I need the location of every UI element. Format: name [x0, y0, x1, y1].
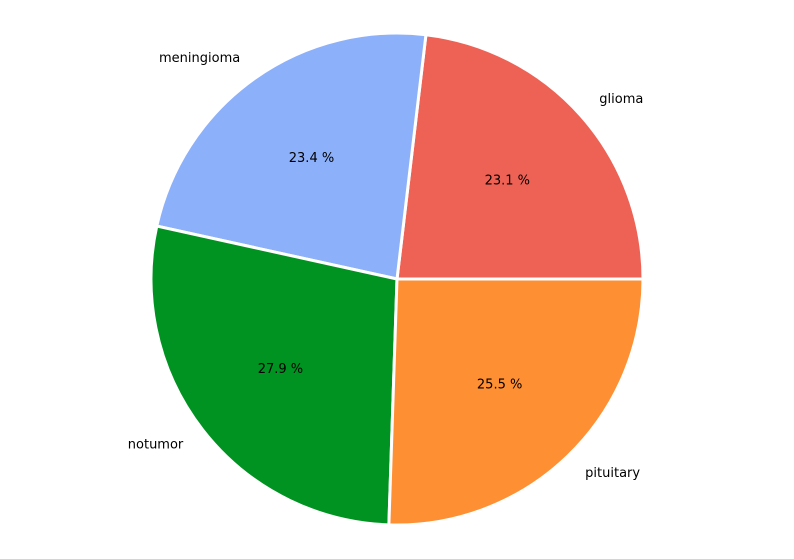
pie-slice-glioma: [395, 33, 645, 281]
slice-percent-glioma: 23.1 %: [485, 173, 530, 188]
pie-slice-pituitary: [387, 277, 645, 527]
slice-percent-pituitary: 25.5 %: [477, 378, 522, 393]
pie-slice-notumor: [149, 224, 399, 527]
slice-percent-notumor: 27.9 %: [258, 362, 303, 377]
slice-label-pituitary: pituitary: [585, 466, 640, 481]
slice-label-meningioma: meningioma: [159, 51, 240, 66]
slice-label-glioma: glioma: [599, 92, 643, 107]
slice-label-notumor: notumor: [128, 437, 184, 452]
pie-slice-meningioma: [154, 31, 428, 281]
slice-percent-meningioma: 23.4 %: [289, 151, 334, 166]
